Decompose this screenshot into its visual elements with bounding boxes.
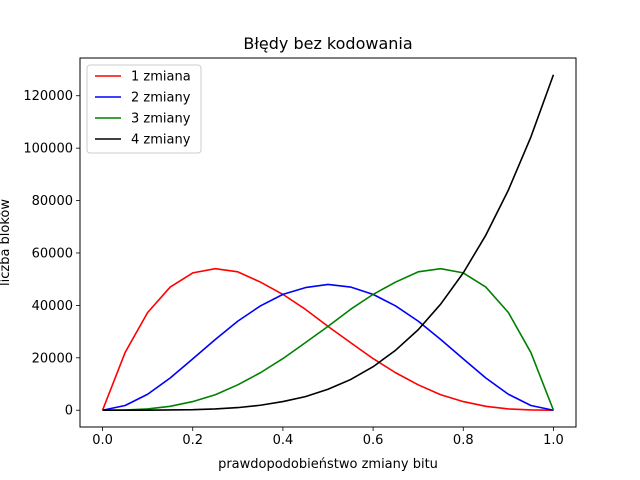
- x-tick-label: 0.8: [453, 433, 474, 448]
- series-line-4: [102, 74, 555, 412]
- x-tick-label: 0.6: [363, 433, 384, 448]
- y-tick-label: 120000: [23, 89, 73, 104]
- y-tick-label: 80000: [32, 194, 73, 209]
- y-tick-label: 0: [65, 404, 73, 419]
- x-tick-label: 0.0: [92, 433, 113, 448]
- x-tick-label: 0.2: [182, 433, 203, 448]
- y-tick-label: 20000: [32, 351, 73, 366]
- y-tick-label: 100000: [23, 142, 73, 157]
- x-tick-label: 1.0: [543, 433, 564, 448]
- legend-box: [86, 64, 202, 154]
- plot-frame: [79, 57, 577, 428]
- series-line-3: [102, 267, 555, 412]
- chart-title: Błędy bez kodowania: [243, 34, 412, 53]
- legend-label-3: 3 zmiany: [131, 112, 191, 127]
- series-line-2: [102, 283, 554, 412]
- y-tick-label: 40000: [32, 299, 73, 314]
- legend: 1 zmiana 2 zmiany 3 zmiany 4 zmiany: [86, 64, 202, 154]
- x-tick-label: 0.4: [273, 433, 294, 448]
- y-axis-label: liczba bloków: [0, 199, 13, 286]
- series-layer: [101, 74, 555, 412]
- x-axis: 0.0 0.2 0.4 0.6 0.8 1.0: [92, 427, 564, 448]
- legend-label-4: 4 zmiany: [131, 133, 191, 148]
- x-axis-label: prawdopodobieństwo zmiany bitu: [218, 457, 438, 472]
- legend-label-1: 1 zmiana: [131, 70, 191, 85]
- y-axis: 0 20000 40000 60000 80000 100000 120000: [23, 89, 80, 419]
- y-tick-label: 60000: [32, 246, 73, 261]
- legend-label-2: 2 zmiany: [131, 91, 191, 106]
